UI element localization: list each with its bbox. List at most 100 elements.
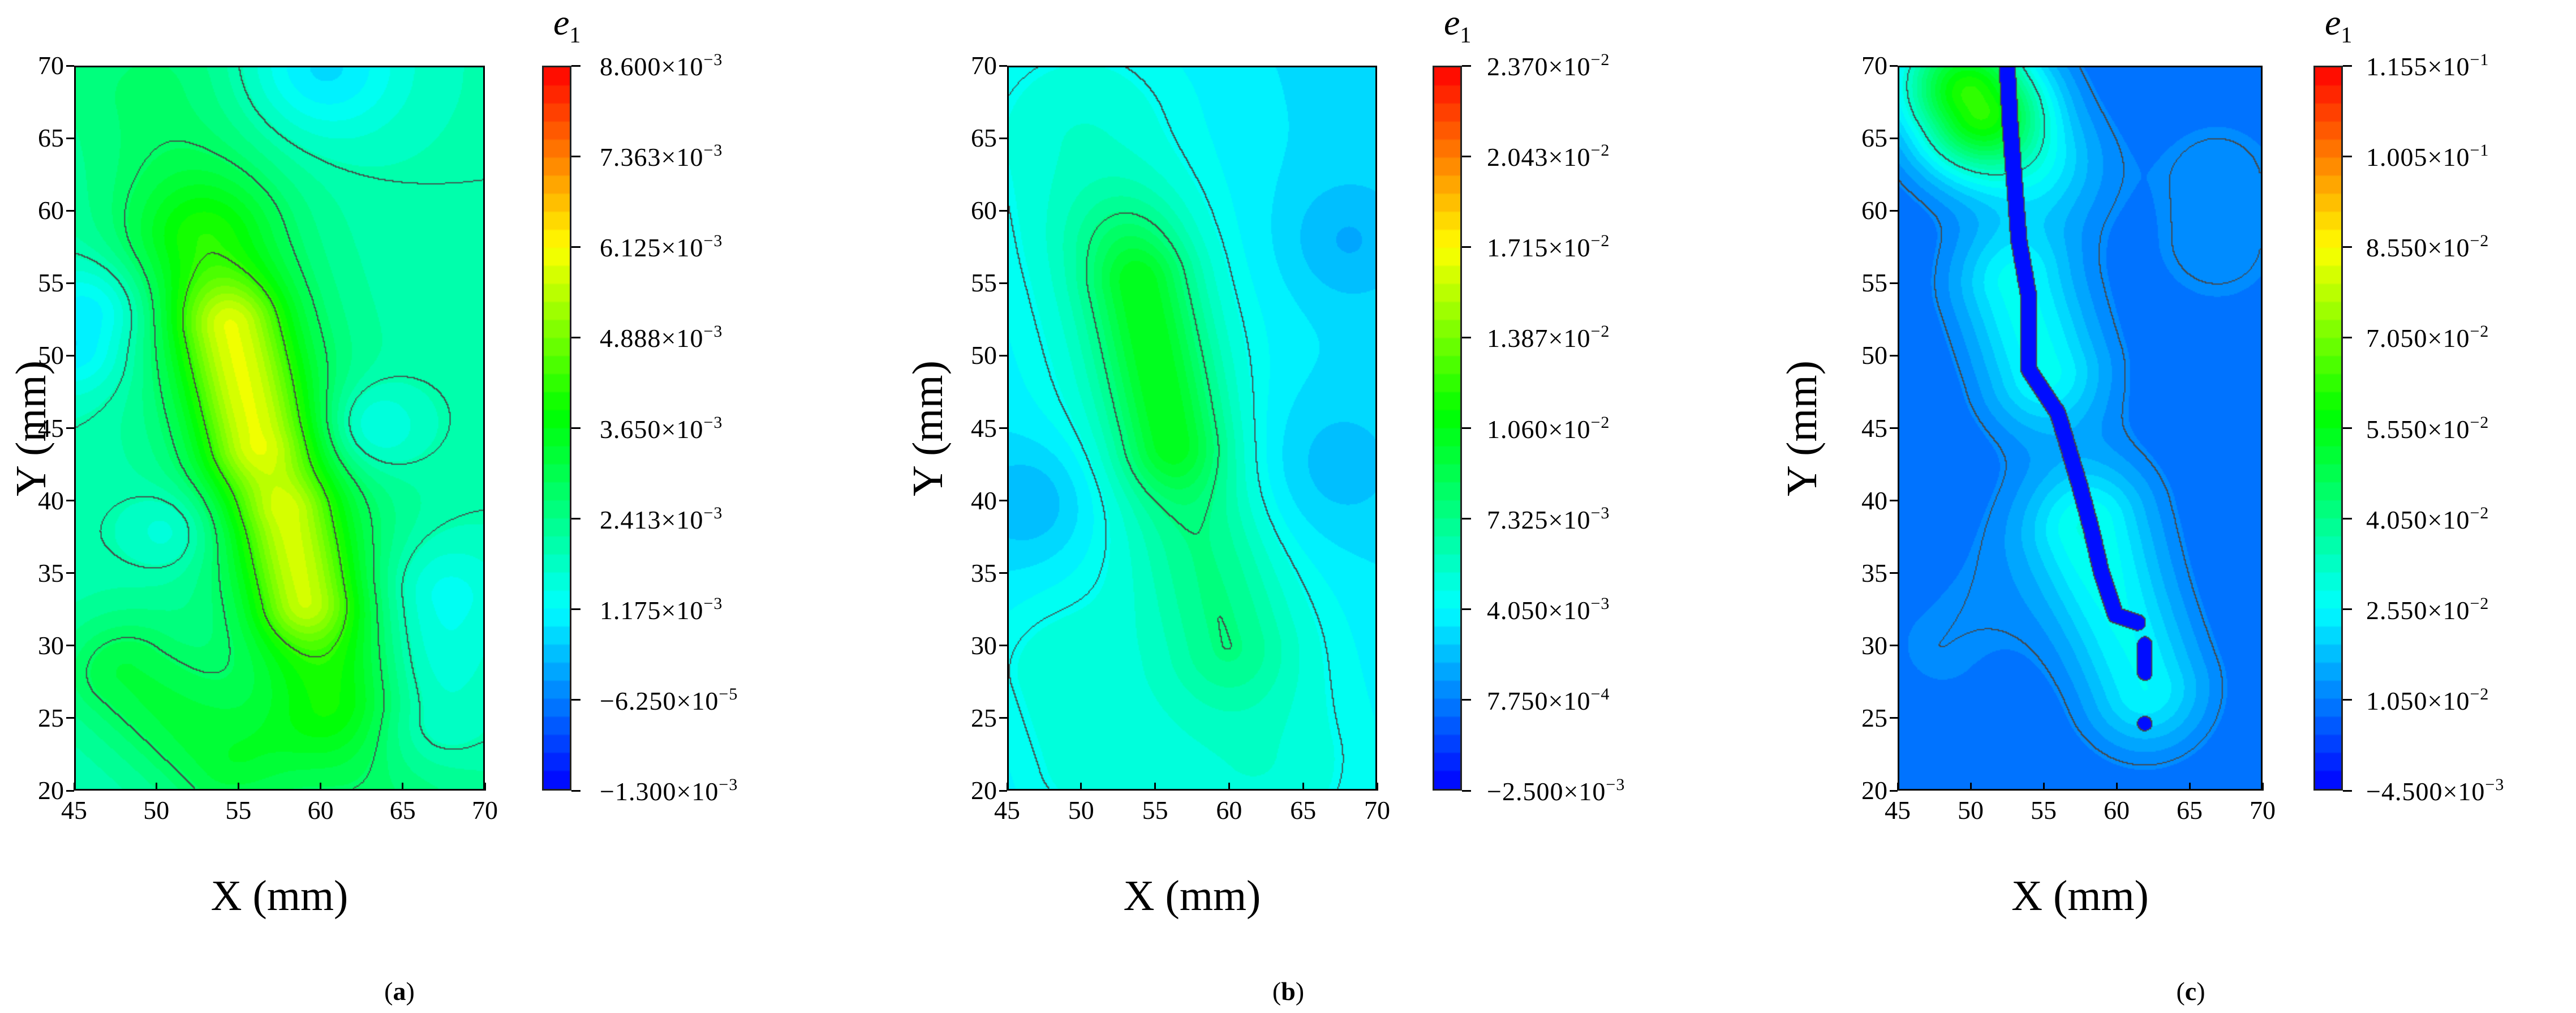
y-tick-label: 30 xyxy=(1861,630,1887,660)
y-tick-label: 25 xyxy=(971,703,997,732)
y-tick-mark xyxy=(999,717,1007,719)
y-tick-mark xyxy=(66,65,74,67)
colorbar-title-subscript: 1 xyxy=(2341,22,2353,48)
colorbar-tick-mantissa: 8.600 xyxy=(600,52,661,81)
x-tick-label: 65 xyxy=(1290,796,1317,825)
colorbar-tick-mantissa: −2.500 xyxy=(1487,777,1564,806)
colorbar-tick-label: 7.050×10−2 xyxy=(2366,323,2489,351)
colorbar-tick-exponent: −3 xyxy=(703,141,723,160)
y-tick-label: 40 xyxy=(38,486,64,515)
y-tick-mark xyxy=(66,645,74,647)
colorbar-tick-exponent: −3 xyxy=(703,594,723,613)
y-tick-label: 70 xyxy=(38,51,64,80)
colorbar-tick-mantissa: 7.363 xyxy=(600,143,661,172)
colorbar-tick-exponent: −3 xyxy=(719,775,738,794)
x-tick-mark xyxy=(2261,783,2264,791)
colorbar-tick-times-ten: ×10 xyxy=(1548,324,1591,353)
colorbar-tick-times-ten: ×10 xyxy=(1548,233,1591,263)
colorbar-tick-mark xyxy=(571,608,580,611)
y-tick-mark xyxy=(1890,717,1898,719)
colorbar-gradient xyxy=(2315,67,2341,789)
heatmap-canvas xyxy=(1009,67,1375,789)
colorbar-tick-label: 4.888×10−3 xyxy=(600,323,723,351)
y-tick-mark xyxy=(999,500,1007,502)
heatmap-plot-area xyxy=(1898,66,2263,791)
colorbar-tick-label: −6.250×10−5 xyxy=(600,685,738,715)
x-tick-label: 65 xyxy=(389,796,416,825)
colorbar-tick-exponent: −3 xyxy=(1590,503,1610,522)
colorbar-tick-mantissa: 1.005 xyxy=(2366,143,2428,172)
colorbar-tick-mantissa: 1.175 xyxy=(600,595,661,625)
colorbar-title: e1 xyxy=(553,5,580,46)
colorbar-tick-exponent: −3 xyxy=(703,50,723,69)
colorbar-tick-mark xyxy=(2343,427,2352,429)
colorbar-title-symbol: e xyxy=(553,2,570,42)
y-tick-mark xyxy=(66,354,74,357)
subfigure-letter: b xyxy=(1281,977,1296,1006)
x-tick-label: 50 xyxy=(1958,796,1984,825)
colorbar-tick-times-ten: ×10 xyxy=(1548,52,1591,81)
colorbar-tick-label: 7.325×10−3 xyxy=(1487,503,1610,533)
colorbar-tick-exponent: −2 xyxy=(2470,322,2489,341)
colorbar-tick-label: 2.413×10−3 xyxy=(600,503,723,533)
x-tick-label: 60 xyxy=(2104,796,2130,825)
colorbar-gradient xyxy=(544,67,570,789)
y-tick-mark xyxy=(999,572,1007,574)
subfigure-label: (c) xyxy=(2176,977,2205,1006)
x-tick-label: 45 xyxy=(994,796,1020,825)
colorbar xyxy=(542,66,571,791)
colorbar-tick-times-ten: ×10 xyxy=(2427,595,2470,625)
y-tick-label: 45 xyxy=(971,413,997,443)
colorbar-tick-mantissa: 4.888 xyxy=(600,324,661,353)
colorbar-tick-times-ten: ×10 xyxy=(661,143,704,172)
y-tick-mark xyxy=(1890,65,1898,67)
x-tick-mark xyxy=(402,783,404,791)
y-tick-mark xyxy=(66,137,74,139)
x-tick-mark xyxy=(2115,783,2118,791)
colorbar-tick-times-ten: ×10 xyxy=(1563,777,1606,806)
y-tick-mark xyxy=(1890,137,1898,139)
colorbar-tick-times-ten: ×10 xyxy=(2427,686,2470,715)
colorbar-tick-mantissa: 1.155 xyxy=(2366,52,2428,81)
x-tick-label: 55 xyxy=(1142,796,1168,825)
subfigure-label: (b) xyxy=(1272,977,1305,1006)
colorbar-title: e1 xyxy=(2325,5,2352,46)
x-tick-label: 50 xyxy=(143,796,170,825)
y-tick-mark xyxy=(999,282,1007,284)
y-tick-label: 40 xyxy=(971,486,997,515)
colorbar-tick-exponent: −1 xyxy=(2470,141,2489,160)
colorbar-tick-exponent: −2 xyxy=(2470,231,2489,251)
colorbar-tick-mark xyxy=(571,699,580,701)
colorbar-tick-times-ten: ×10 xyxy=(661,414,704,444)
x-tick-mark xyxy=(320,783,322,791)
x-tick-mark xyxy=(2042,783,2045,791)
colorbar-tick-times-ten: ×10 xyxy=(2427,414,2470,444)
y-tick-label: 50 xyxy=(1861,341,1887,370)
colorbar-tick-exponent: −3 xyxy=(703,503,723,522)
colorbar-tick-mark xyxy=(1462,699,1471,701)
y-tick-label: 35 xyxy=(38,558,64,587)
colorbar-tick-times-ten: ×10 xyxy=(2427,143,2470,172)
y-tick-label: 30 xyxy=(38,630,64,660)
colorbar-tick-mark xyxy=(2343,246,2352,248)
colorbar-tick-times-ten: ×10 xyxy=(1548,686,1591,715)
colorbar-tick-exponent: −1 xyxy=(2470,50,2489,69)
colorbar-tick-exponent: −2 xyxy=(1590,322,1610,341)
x-tick-label: 55 xyxy=(225,796,252,825)
colorbar-tick-exponent: −3 xyxy=(703,413,723,432)
colorbar-tick-label: 2.550×10−2 xyxy=(2366,595,2489,624)
colorbar-tick-mark xyxy=(2343,789,2352,792)
colorbar-tick-exponent: −2 xyxy=(1590,141,1610,160)
colorbar-title-symbol: e xyxy=(1444,2,1460,42)
colorbar-tick-mantissa: 3.650 xyxy=(600,414,661,444)
colorbar-tick-times-ten: ×10 xyxy=(1548,414,1591,444)
colorbar-tick-mantissa: −6.250 xyxy=(600,686,677,715)
y-tick-label: 50 xyxy=(971,341,997,370)
colorbar-tick-mark xyxy=(2343,336,2352,338)
y-tick-label: 65 xyxy=(1861,123,1887,153)
colorbar-tick-label: −2.500×10−3 xyxy=(1487,776,1625,805)
y-tick-label: 20 xyxy=(38,776,64,805)
colorbar-tick-times-ten: ×10 xyxy=(676,777,719,806)
